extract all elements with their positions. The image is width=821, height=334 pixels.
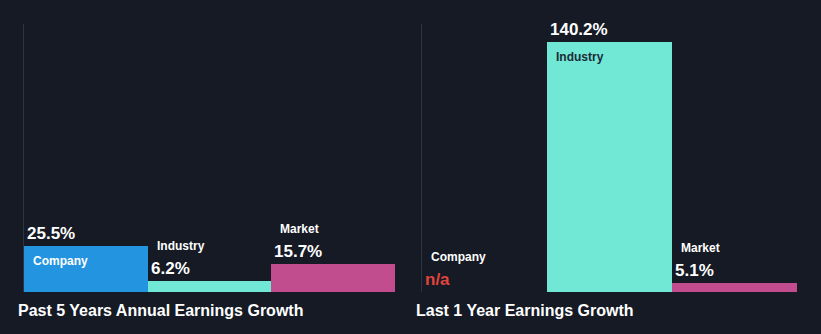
- svg-text:Company: Company: [431, 250, 486, 264]
- svg-text:Past 5 Years Annual Earnings G: Past 5 Years Annual Earnings Growth: [18, 302, 303, 319]
- svg-text:Company: Company: [33, 254, 88, 268]
- svg-text:Last 1 Year Earnings Growth: Last 1 Year Earnings Growth: [416, 302, 634, 319]
- svg-text:15.7%: 15.7%: [274, 242, 322, 261]
- svg-text:25.5%: 25.5%: [27, 224, 75, 243]
- svg-text:Market: Market: [280, 222, 319, 236]
- svg-text:Industry: Industry: [157, 239, 205, 253]
- svg-text:Market: Market: [681, 241, 720, 255]
- svg-text:Industry: Industry: [556, 50, 604, 64]
- svg-text:140.2%: 140.2%: [550, 20, 608, 39]
- svg-text:6.2%: 6.2%: [151, 259, 190, 278]
- svg-text:5.1%: 5.1%: [675, 261, 714, 280]
- svg-text:n/a: n/a: [425, 270, 450, 289]
